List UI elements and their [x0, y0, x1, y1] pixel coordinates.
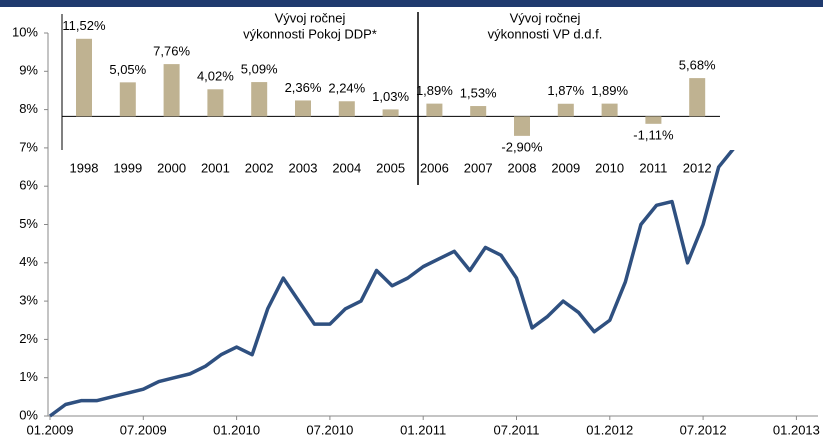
- x-tick-label: 1999: [113, 160, 142, 175]
- bar: [557, 103, 574, 117]
- y-tick-label: 5%: [19, 216, 38, 231]
- x-tick-label: 2001: [201, 160, 230, 175]
- y-tick-label: 0%: [19, 407, 38, 422]
- value-label: 1,89%: [416, 83, 453, 98]
- header-bar: [0, 0, 823, 7]
- bar: [601, 103, 618, 117]
- bar: [470, 106, 487, 117]
- bar: [426, 103, 443, 117]
- x-tick-label: 2011: [639, 160, 667, 175]
- bar: [689, 78, 706, 117]
- bar: [251, 82, 268, 117]
- x-tick-label: 2010: [595, 160, 624, 175]
- y-tick-label: 2%: [19, 331, 38, 346]
- x-tick-label: 2009: [551, 160, 580, 175]
- x-tick-label: 2003: [289, 160, 318, 175]
- y-tick-label: 8%: [19, 101, 38, 116]
- x-tick-label: 01.2013: [773, 422, 820, 437]
- value-label: 11,52%: [62, 18, 106, 33]
- value-label: -1,11%: [633, 127, 674, 142]
- value-label: 2,36%: [285, 80, 322, 95]
- bar: [645, 116, 662, 124]
- x-tick-label: 2002: [245, 160, 274, 175]
- annotation: Vývoj ročnej: [275, 10, 346, 25]
- x-tick-label: 2008: [508, 160, 537, 175]
- bar: [382, 109, 399, 117]
- x-tick-label: 01.2011: [400, 422, 446, 437]
- bar: [163, 64, 180, 117]
- annotation: výkonnosti VP d.d.f.: [488, 26, 603, 41]
- value-label: 1,53%: [460, 85, 497, 100]
- y-tick-label: 9%: [19, 63, 38, 78]
- x-tick-label: 2012: [683, 160, 712, 175]
- x-tick-label: 2004: [332, 160, 361, 175]
- x-tick-label: 2000: [157, 160, 186, 175]
- value-label: 1,03%: [372, 89, 409, 104]
- value-label: 7,76%: [153, 44, 190, 59]
- value-label: 2,24%: [328, 81, 365, 96]
- value-label: 1,87%: [547, 83, 584, 98]
- bar: [207, 89, 224, 117]
- bar: [338, 101, 355, 117]
- y-tick-label: 4%: [19, 254, 38, 269]
- x-tick-label: 07.2009: [120, 422, 167, 437]
- x-tick-label: 2005: [376, 160, 405, 175]
- value-label: -2,90%: [501, 139, 543, 154]
- x-tick-label: 2006: [420, 160, 449, 175]
- y-tick-label: 7%: [19, 139, 38, 154]
- y-tick-label: 1%: [19, 369, 38, 384]
- bar: [514, 116, 530, 136]
- x-tick-label: 01.2012: [586, 422, 633, 437]
- x-tick-label: 01.2010: [213, 422, 260, 437]
- bar: [295, 100, 311, 117]
- annotation: výkonnosti Pokoj DDP*: [243, 26, 377, 41]
- value-label: 5,68%: [679, 58, 716, 73]
- x-tick-label: 07.2012: [680, 422, 727, 437]
- value-label: 4,02%: [197, 69, 234, 84]
- line-series: [48, 62, 813, 418]
- x-tick-label: 01.2009: [27, 422, 74, 437]
- x-tick-label: 2007: [464, 160, 493, 175]
- value-label: 1,89%: [591, 83, 628, 98]
- value-label: 5,09%: [241, 62, 278, 77]
- bar: [119, 82, 136, 117]
- bar: [76, 38, 92, 117]
- x-tick-label: 07.2011: [493, 422, 539, 437]
- y-tick-label: 6%: [19, 178, 38, 193]
- y-tick-label: 3%: [19, 293, 38, 308]
- x-tick-label: 1998: [70, 160, 99, 175]
- x-tick-label: 07.2010: [306, 422, 353, 437]
- annotation: Vývoj ročnej: [510, 10, 581, 25]
- value-label: 5,05%: [109, 62, 146, 77]
- y-tick-label: 10%: [12, 24, 38, 39]
